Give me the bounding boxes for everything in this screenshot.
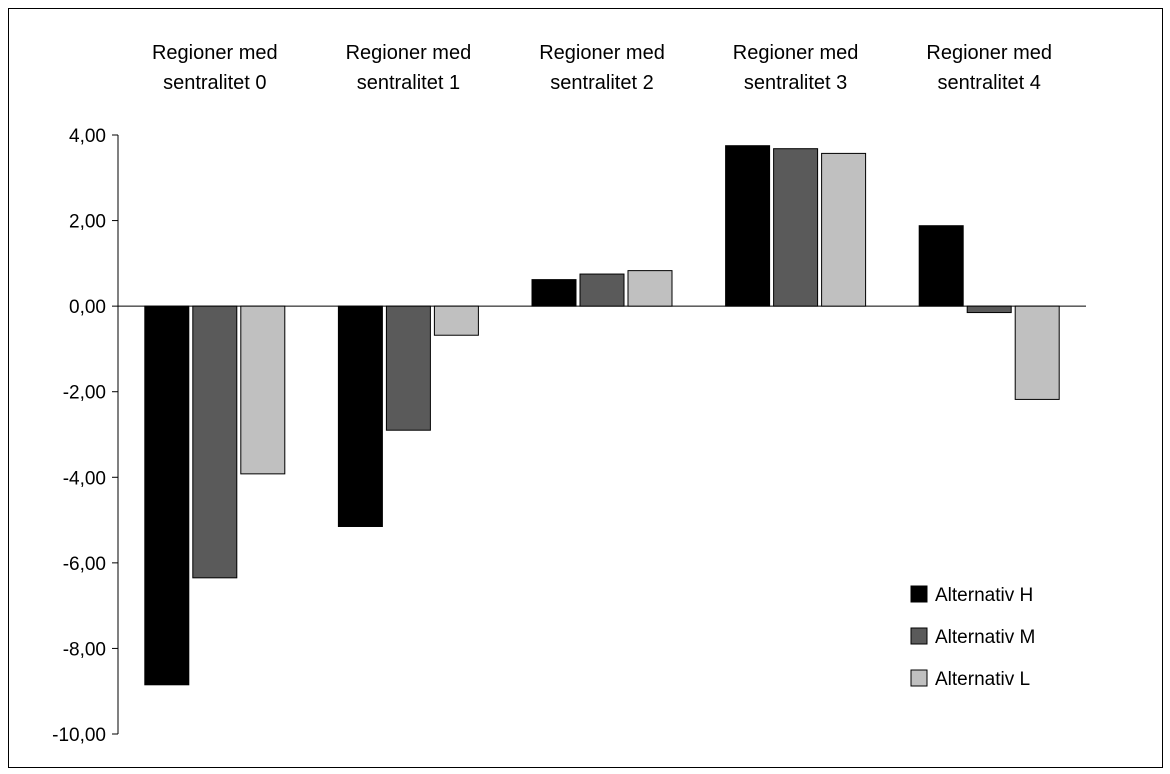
y-tick-label: -4,00	[63, 468, 106, 489]
bar-chart: 4,00 2,00 0,00 -2,00 -4,00 -6,00 -8,00 -10,00 Re…	[52, 42, 1086, 746]
bar-alternativ-l	[240, 305, 286, 475]
legend-label: Alternativ M	[935, 627, 1035, 648]
bar-alternativ-m	[192, 305, 238, 579]
y-tick-label: -2,00	[63, 383, 106, 404]
legend-swatch-alternativ-h	[910, 585, 928, 603]
bar-alternativ-h	[531, 279, 577, 307]
bar-alternativ-m	[579, 273, 625, 307]
chart-frame: 4,00 2,00 0,00 -2,00 -4,00 -6,00 -8,00 -10,00 Re…	[8, 8, 1163, 768]
bar-alternativ-l	[433, 305, 479, 336]
bar-alternativ-l	[821, 152, 867, 307]
legend-label: Alternativ H	[935, 585, 1033, 606]
bar-alternativ-h	[918, 225, 964, 307]
y-tick-label: -8,00	[63, 639, 106, 660]
bar-alternativ-h	[337, 305, 383, 527]
category-label: Regioner med sentralitet 3	[733, 42, 859, 94]
y-tick-label: 0,00	[69, 297, 106, 318]
y-tick-label: -6,00	[63, 554, 106, 575]
bar-alternativ-l	[1014, 305, 1060, 400]
bar-alternativ-h	[725, 145, 771, 307]
bar-alternativ-m	[773, 148, 819, 307]
legend-swatch-alternativ-m	[910, 627, 928, 645]
y-tick-label: 4,00	[69, 126, 106, 147]
bar-alternativ-m	[966, 305, 1012, 314]
bar-alternativ-h	[144, 305, 190, 686]
category-label: Regioner med sentralitet 4	[926, 42, 1052, 94]
y-tick-label: 2,00	[69, 212, 106, 233]
bar-alternativ-m	[385, 305, 431, 431]
legend-label: Alternativ L	[935, 669, 1030, 690]
category-label: Regioner med sentralitet 0	[152, 42, 278, 94]
bar-alternativ-l	[627, 270, 673, 307]
category-label: Regioner med sentralitet 1	[346, 42, 472, 94]
y-tick-label: -10,00	[52, 725, 106, 746]
category-label: Regioner med sentralitet 2	[539, 42, 665, 94]
legend-swatch-alternativ-l	[910, 669, 928, 687]
